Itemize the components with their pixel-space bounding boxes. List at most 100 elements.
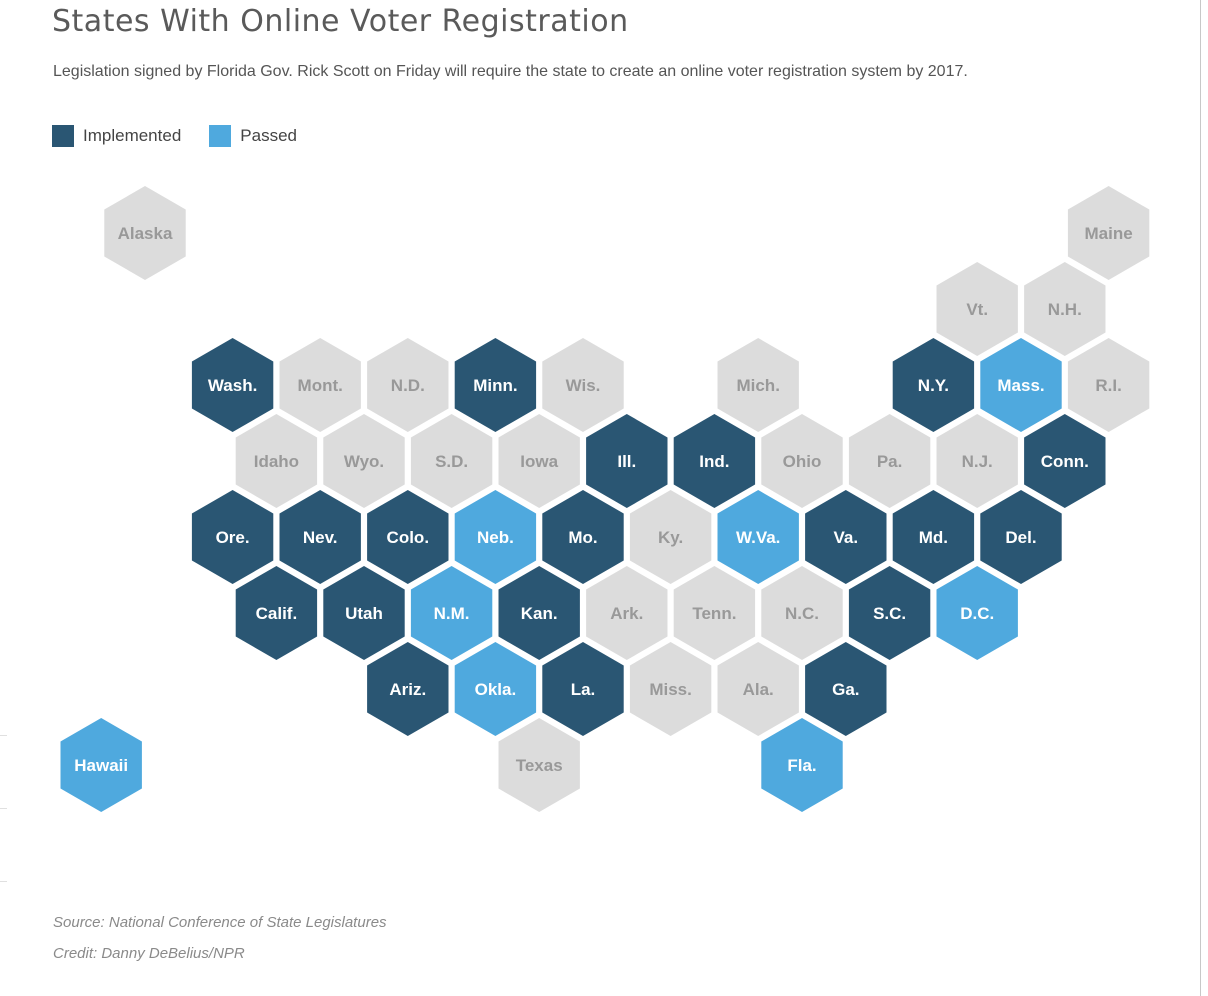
state-label: Utah	[345, 604, 383, 623]
state-hex	[1024, 414, 1106, 508]
state-tile-hawaii: Hawaii	[60, 718, 142, 812]
state-label: Ind.	[699, 452, 729, 471]
legend: Implemented Passed	[52, 125, 325, 147]
state-hex	[980, 338, 1062, 432]
state-tile-nev: Nev.	[279, 490, 361, 584]
state-label: Calif.	[256, 604, 298, 623]
left-edge-tick	[0, 735, 7, 736]
state-label: W.Va.	[736, 528, 780, 547]
state-label: Mo.	[568, 528, 597, 547]
state-tile-s-d: S.D.	[410, 414, 493, 508]
legend-swatch-passed	[209, 125, 232, 147]
state-hex	[848, 414, 931, 508]
state-label: Colo.	[387, 528, 430, 547]
state-label: S.D.	[435, 452, 468, 471]
state-tile-del: Del.	[980, 490, 1062, 584]
state-tile-ore: Ore.	[191, 490, 274, 584]
state-tile-n-j: N.J.	[936, 414, 1018, 508]
state-label: Hawaii	[74, 756, 128, 775]
state-hex	[323, 414, 405, 508]
state-tile-maine: Maine	[1067, 186, 1150, 280]
state-hex	[1067, 186, 1150, 280]
state-label: N.C.	[785, 604, 819, 623]
state-label: N.Y.	[918, 376, 949, 395]
state-hex	[454, 642, 537, 736]
state-label: Del.	[1005, 528, 1036, 547]
state-tile-n-m: N.M.	[410, 566, 493, 660]
state-hex	[717, 490, 799, 584]
state-label: N.D.	[391, 376, 425, 395]
state-hex	[1067, 338, 1150, 432]
state-hex	[235, 414, 318, 508]
state-tile-n-c: N.C.	[761, 566, 843, 660]
legend-swatch-implemented	[52, 125, 74, 147]
state-tile-pa: Pa.	[848, 414, 931, 508]
state-tile-vt: Vt.	[936, 262, 1018, 356]
state-label: Nev.	[303, 528, 338, 547]
state-hex	[586, 566, 668, 660]
state-label: Ohio	[783, 452, 822, 471]
state-label: Mont.	[298, 376, 343, 395]
state-tile-mass: Mass.	[980, 338, 1062, 432]
state-hex	[104, 186, 186, 280]
state-label: Ill.	[617, 452, 636, 471]
state-hex	[454, 490, 537, 584]
left-edge-tick	[0, 881, 7, 882]
state-tile-ga: Ga.	[805, 642, 887, 736]
state-tile-minn: Minn.	[454, 338, 537, 432]
state-tile-n-d: N.D.	[367, 338, 449, 432]
state-hex	[542, 338, 624, 432]
state-tile-la: La.	[542, 642, 624, 736]
state-label: Texas	[516, 756, 563, 775]
state-label: N.H.	[1048, 300, 1082, 319]
state-hex	[410, 414, 493, 508]
state-tile-miss: Miss.	[629, 642, 712, 736]
state-tile-fla: Fla.	[761, 718, 843, 812]
state-tile-neb: Neb.	[454, 490, 537, 584]
state-tile-utah: Utah	[323, 566, 405, 660]
state-label: La.	[571, 680, 596, 699]
state-hex	[761, 414, 843, 508]
state-hex	[805, 490, 887, 584]
state-hex	[761, 566, 843, 660]
legend-label-implemented: Implemented	[83, 126, 182, 145]
state-tile-va: Va.	[805, 490, 887, 584]
state-label: N.J.	[962, 452, 993, 471]
source-note: Source: National Conference of State Leg…	[53, 914, 387, 931]
state-tile-w-va: W.Va.	[717, 490, 799, 584]
state-label: D.C.	[960, 604, 994, 623]
map-title: States With Online Voter Registration	[52, 4, 629, 39]
state-label: Idaho	[254, 452, 299, 471]
state-hex	[761, 718, 843, 812]
state-hex	[892, 338, 975, 432]
state-hex	[323, 566, 405, 660]
state-hex	[1024, 262, 1106, 356]
state-label: Ga.	[832, 680, 859, 699]
state-hex	[892, 490, 975, 584]
state-tile-ohio: Ohio	[761, 414, 843, 508]
state-label: Iowa	[520, 452, 558, 471]
state-hex	[980, 490, 1062, 584]
state-label: Vt.	[966, 300, 988, 319]
state-label: Ala.	[743, 680, 774, 699]
state-tile-r-i: R.I.	[1067, 338, 1150, 432]
state-hex	[936, 566, 1018, 660]
state-label: Va.	[834, 528, 859, 547]
state-tile-mont: Mont.	[279, 338, 361, 432]
state-tile-wyo: Wyo.	[323, 414, 405, 508]
state-label: Ariz.	[389, 680, 426, 699]
state-tile-wash: Wash.	[191, 338, 274, 432]
state-tile-mich: Mich.	[717, 338, 799, 432]
state-hex	[586, 414, 668, 508]
state-hex	[191, 490, 274, 584]
state-label: Mass.	[997, 376, 1044, 395]
state-label: Wyo.	[344, 452, 384, 471]
state-tile-md: Md.	[892, 490, 975, 584]
state-hex	[410, 566, 493, 660]
state-tile-ill: Ill.	[586, 414, 668, 508]
state-label: Minn.	[473, 376, 517, 395]
legend-item-passed: Passed	[209, 125, 297, 147]
state-hex	[498, 718, 580, 812]
state-label: S.C.	[873, 604, 906, 623]
map-subtitle: Legislation signed by Florida Gov. Rick …	[53, 63, 968, 80]
